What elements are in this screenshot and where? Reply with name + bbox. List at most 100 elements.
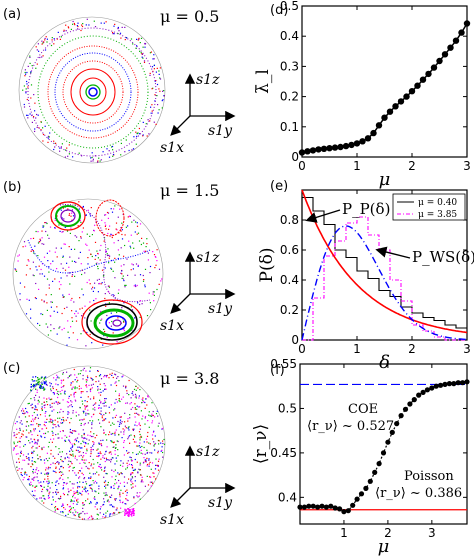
data-point [425,70,432,78]
phase-dot [87,518,89,520]
phase-dot [68,470,70,472]
phase-dot [31,121,33,123]
phase-dot [84,442,87,445]
phase-dot [120,507,122,509]
phase-dot [108,412,111,414]
phase-dot [59,230,61,232]
phase-dot [84,513,86,515]
phase-dot [112,332,114,334]
phase-dot [154,267,156,269]
phase-dot [80,263,82,265]
phase-dot [151,415,153,417]
phase-dot [105,21,107,23]
phase-dot [121,222,123,224]
phase-dot [105,515,107,517]
phase-dot [120,227,122,229]
phase-dot [128,215,130,217]
x-tick-label: 2 [384,526,392,540]
phase-dot [116,460,118,462]
phase-dot [36,473,38,475]
phase-dot [121,277,123,279]
phase-dot [65,30,67,32]
phase-dot [101,415,103,417]
chart-f: 1 2 30.40.450.50.55μ⟨r_ν⟩COE⟨r_ν⟩ ~ 0.527P… [251,357,470,556]
phase-dot [152,472,154,474]
phase-dot [141,237,143,239]
phase-dot [68,491,70,493]
phase-dot [68,153,70,155]
phase-dot [80,333,82,335]
phase-dot [42,495,44,497]
phase-dot [15,270,18,272]
phase-dot [149,452,151,454]
phase-dot [82,507,84,509]
phase-dot [72,507,74,509]
phase-dot [103,383,105,385]
phase-dot [58,377,60,379]
phase-dot [120,416,122,418]
data-point [397,98,405,105]
phase-dot [30,431,32,433]
phase-dot [101,445,103,447]
phase-dot [99,388,101,390]
phase-dot [131,481,133,483]
phase-dot [46,309,48,311]
phase-dot [53,409,55,411]
orbit-a-red1 [47,45,139,139]
phase-dot-cluster [43,382,45,384]
phase-dot [68,144,70,146]
phase-dot [25,425,27,427]
phase-dot [114,257,116,259]
phase-dot [76,25,78,27]
phase-dot [83,459,85,461]
data-point [359,138,366,145]
phase-dot [89,390,92,393]
phase-dot [127,438,129,440]
phase-dot [153,445,155,447]
phase-dot [57,401,59,403]
phase-dot [96,449,98,451]
phase-dot [139,439,141,441]
orbit-a-green [37,35,149,149]
phase-dot [58,425,60,428]
phase-dot [59,411,61,413]
phase-dot [28,479,30,481]
island-b2-red [81,299,143,345]
phase-dot [49,420,52,422]
data-point [403,93,410,100]
phase-dot [48,497,50,499]
phase-dot [36,391,38,393]
phase-dot [52,280,54,282]
phase-dot [70,449,73,451]
phase-dot [43,433,45,435]
phase-dot [71,274,74,276]
phase-dot [87,396,89,398]
phase-dot [123,429,126,431]
phase-dot [128,240,130,242]
phase-dot [54,251,56,253]
phase-dot [89,435,91,437]
phase-dot [67,155,69,157]
phase-dot [98,278,100,280]
phase-dot [131,329,133,331]
phase-dot [150,106,152,108]
phase-dot [143,446,145,449]
phase-dot [90,388,92,390]
phase-dot [95,491,97,493]
phase-dot-cluster [125,509,127,511]
phase-dot [116,482,118,484]
phase-dot [32,478,34,480]
data-point [323,504,329,510]
phase-dot [134,416,136,418]
phase-dot [136,425,138,427]
phase-dot [58,471,61,473]
phase-dot [84,422,86,425]
phase-dot [143,401,145,403]
phase-dot [34,399,36,401]
phase-dot [154,435,156,437]
phase-dot [127,225,129,227]
phase-dot [126,492,128,494]
phase-dot [74,24,76,26]
phase-dot [108,156,111,158]
phase-dot [41,448,43,451]
